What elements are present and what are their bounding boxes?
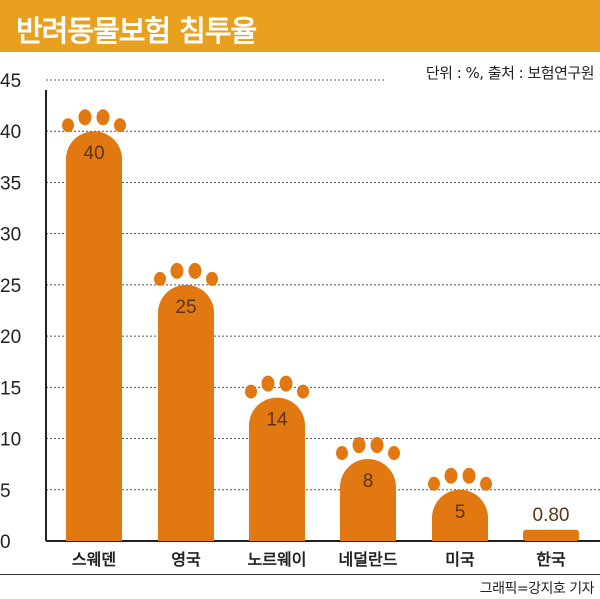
value-label: 0.80 [533, 505, 570, 526]
y-tick-label: 25 [0, 276, 21, 297]
paw-toe-icon [62, 118, 74, 133]
paw-toe-icon [428, 476, 440, 491]
y-tick-label: 45 [0, 71, 21, 92]
paw-toe-icon [154, 271, 166, 286]
paw-toe-icon [297, 384, 309, 399]
x-tick-label: 노르웨이 [248, 550, 307, 569]
paw-toe-icon [245, 384, 257, 399]
paw-toe-icon [444, 467, 458, 484]
paw-toe-icon [352, 437, 366, 454]
bar [66, 131, 122, 542]
bar [249, 397, 305, 541]
y-tick-label: 40 [0, 122, 21, 143]
paw-toe-icon [388, 446, 400, 461]
paw-toe-icon [78, 109, 92, 126]
title-banner: 반려동물보험 침투율 [0, 0, 600, 52]
value-label: 25 [175, 297, 196, 318]
value-label: 5 [455, 502, 466, 523]
paw-toe-icon [188, 262, 202, 279]
paw-toe-icon [206, 271, 218, 286]
paw-toe-icon [96, 109, 110, 126]
graphic-credit: 그래픽=강지호 기자 [479, 581, 595, 597]
paw-toe-icon [462, 467, 476, 484]
x-tick-label: 한국 [536, 550, 566, 569]
y-tick-label: 15 [0, 378, 21, 399]
x-tick-label: 미국 [445, 550, 475, 569]
bar [158, 284, 214, 541]
value-label: 40 [83, 143, 104, 164]
value-label: 8 [363, 471, 374, 492]
bar [432, 489, 488, 541]
x-tick-label: 네덜란드 [339, 550, 398, 569]
unit-source-note: 단위 : %, 출처 : 보험연구원 [425, 64, 595, 82]
paw-toe-icon [370, 437, 384, 454]
y-tick-label: 10 [0, 430, 21, 451]
bar [523, 529, 579, 541]
y-tick-label: 5 [0, 481, 11, 502]
paw-toe-icon [261, 375, 275, 392]
x-tick-label: 스웨덴 [72, 550, 116, 569]
value-label: 14 [266, 410, 288, 431]
y-tick-label: 35 [0, 173, 21, 194]
paw-toe-icon [114, 118, 126, 133]
bar [340, 459, 396, 541]
x-tick-label: 영국 [171, 550, 201, 569]
y-tick-label: 20 [0, 327, 21, 348]
paw-toe-icon [480, 476, 492, 491]
paw-toe-icon [170, 262, 184, 279]
footer-divider [0, 574, 600, 575]
paw-toe-icon [279, 375, 293, 392]
paw-toe-icon [336, 446, 348, 461]
chart-title: 반려동물보험 침투율 [16, 14, 257, 48]
y-tick-label: 30 [0, 225, 21, 246]
y-tick-label: 0 [0, 532, 11, 553]
